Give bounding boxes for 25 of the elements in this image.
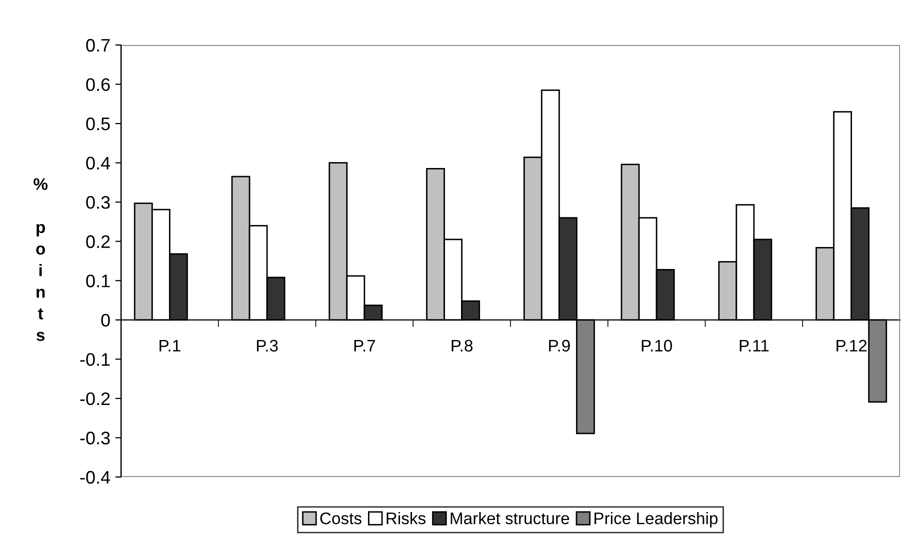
legend-label: Costs bbox=[320, 512, 362, 524]
y-tick-label: -0.2 bbox=[80, 392, 110, 406]
y-tick-label: 0.6 bbox=[86, 78, 110, 91]
y-tick-label: 0 bbox=[101, 314, 110, 327]
y-tick-label: 0.3 bbox=[86, 196, 110, 209]
x-tick-label: P.11 bbox=[740, 340, 769, 352]
x-tick-label: P.9 bbox=[549, 340, 570, 352]
y-tick-label: -0.4 bbox=[80, 470, 110, 484]
y-tick-label: -0.3 bbox=[80, 432, 110, 444]
y-tick-label: 0.7 bbox=[86, 38, 110, 52]
x-tick-label: P.3 bbox=[256, 340, 278, 352]
y-tick-label: 0.1 bbox=[86, 274, 110, 288]
legend-label: Price Leadership bbox=[594, 512, 718, 528]
x-tick-label: P.7 bbox=[354, 340, 376, 352]
y-tick-label: -0.1 bbox=[80, 353, 110, 366]
y-tick-label: 0.2 bbox=[86, 235, 110, 248]
legend-label: Risks bbox=[386, 512, 426, 524]
y-tick-label: 0.5 bbox=[86, 117, 110, 130]
x-tick-label: P.12 bbox=[836, 340, 867, 352]
text: % points bbox=[34, 178, 48, 341]
x-tick-label: P.1 bbox=[160, 340, 180, 352]
y-tick-label: 0.4 bbox=[86, 156, 110, 170]
legend-label: Market structure bbox=[450, 512, 570, 524]
x-tick-label: P.8 bbox=[452, 340, 473, 352]
x-tick-label: P.10 bbox=[642, 340, 672, 352]
